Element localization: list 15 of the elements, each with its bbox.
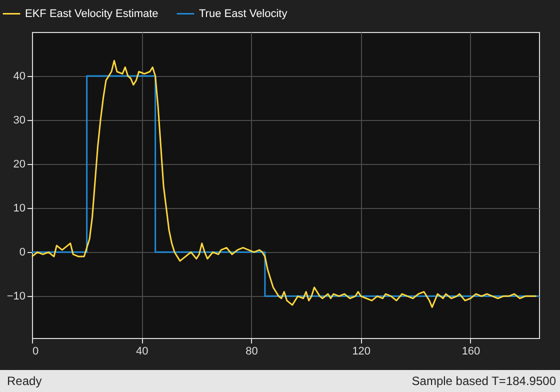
y-tick-label: 10 — [13, 202, 26, 215]
legend-label: True East Velocity — [199, 8, 288, 20]
y-tick-label: −10 — [6, 290, 26, 303]
x-tick-label: 0 — [32, 346, 39, 358]
y-tick-label: 20 — [13, 158, 26, 171]
x-tick-label: 40 — [136, 346, 148, 358]
legend-label: EKF East Velocity Estimate — [25, 8, 158, 20]
y-tick-label: 30 — [13, 114, 26, 127]
text: Sample based T=184.9500 — [412, 374, 556, 388]
y-tick-label: 0 — [19, 246, 26, 259]
text: Ready — [7, 374, 42, 388]
x-tick-label: 80 — [246, 346, 258, 358]
x-tick-label: 160 — [462, 346, 480, 358]
y-tick-label: 40 — [13, 70, 26, 83]
x-tick-label: 120 — [352, 346, 371, 358]
